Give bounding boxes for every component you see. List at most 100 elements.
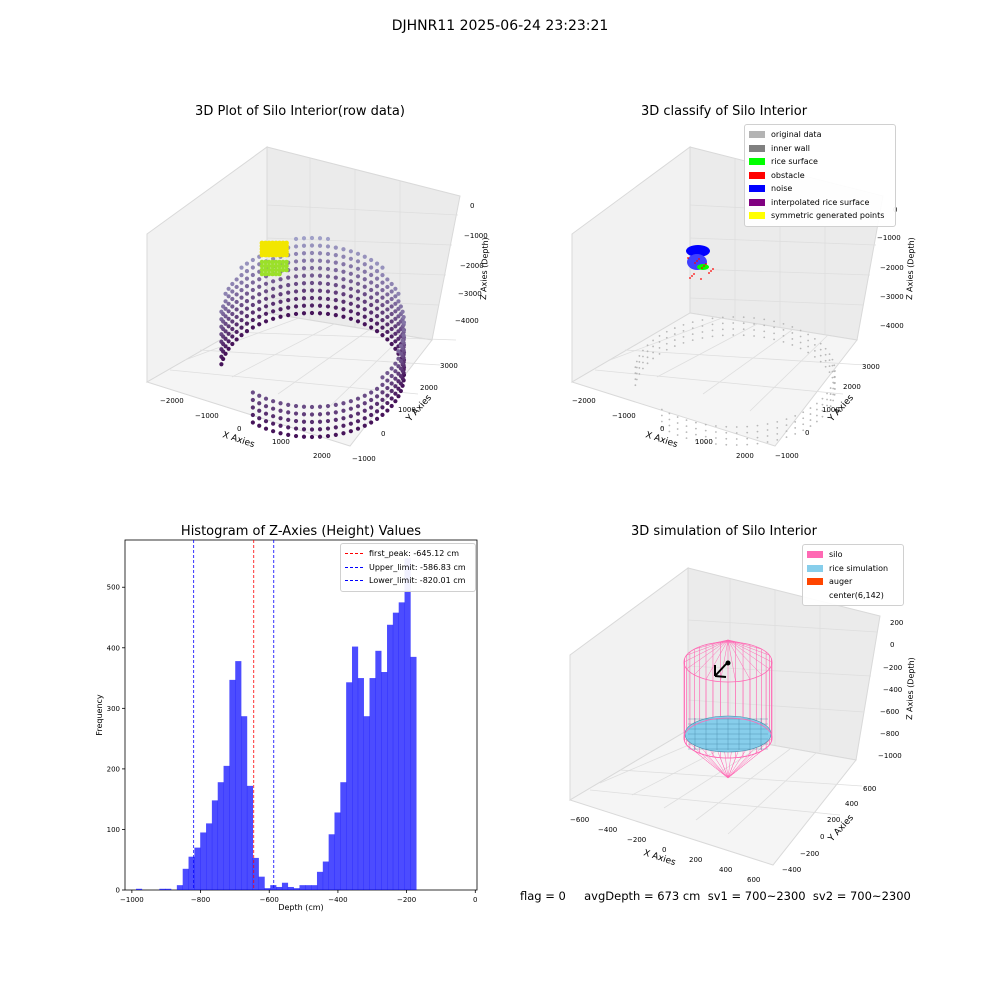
raw-point [400, 324, 405, 329]
raw-point [230, 281, 235, 287]
raw-point [401, 333, 406, 338]
raw-point [393, 376, 398, 381]
raw-point [385, 322, 390, 327]
original-point [824, 347, 827, 350]
raw-point [293, 304, 299, 309]
raw-point [223, 351, 228, 356]
p1-zlabel: Z Axies (Depth) [479, 237, 490, 300]
raw-point [271, 256, 276, 261]
p4-xtick: 200 [689, 856, 702, 864]
raw-point [355, 289, 361, 294]
histogram-ylabel: Frequency [95, 694, 104, 736]
raw-point [400, 347, 405, 352]
raw-point [250, 302, 255, 308]
raw-point [325, 274, 331, 279]
p4-ztick: −800 [880, 730, 899, 738]
raw-point [273, 259, 279, 265]
original-point [831, 376, 834, 379]
legend-line [345, 566, 363, 568]
raw-point [259, 240, 265, 246]
legend-item: noise [749, 182, 891, 196]
original-point [766, 435, 769, 437]
original-point [807, 345, 810, 348]
raw-point [385, 370, 390, 376]
original-point [833, 381, 836, 384]
original-point [634, 366, 637, 369]
histogram-bar [135, 888, 143, 890]
original-point [807, 333, 810, 336]
raw-point [369, 257, 374, 263]
p4-ztick: −600 [880, 708, 899, 716]
legend-swatch [807, 592, 823, 599]
raw-point [317, 303, 323, 308]
raw-point [278, 284, 283, 289]
histogram-bar [346, 682, 353, 890]
raw-point [317, 427, 323, 432]
raw-point [369, 420, 374, 425]
raw-point [301, 404, 307, 409]
silo-floor-wire [683, 737, 729, 779]
raw-point [250, 390, 255, 395]
raw-point [389, 403, 394, 409]
raw-point [389, 281, 394, 287]
raw-point [234, 314, 239, 320]
raw-point [278, 277, 283, 282]
raw-point [239, 303, 244, 308]
raw-point [325, 411, 331, 416]
original-point [763, 336, 766, 339]
raw-point [317, 311, 323, 316]
raw-point [333, 417, 338, 422]
original-point [753, 317, 755, 319]
raw-point [226, 346, 231, 351]
raw-point [355, 404, 361, 409]
silo-floor-wire [727, 720, 751, 779]
raw-point [374, 409, 380, 414]
legend-item: first_peak: -645.12 cm [345, 547, 471, 561]
raw-point [277, 243, 282, 249]
original-point [742, 334, 745, 337]
histogram-bar [165, 888, 172, 890]
raw-point [401, 370, 406, 376]
raw-point [309, 404, 315, 410]
histogram-title: Histogram of Z-Axies (Height) Values [180, 524, 422, 539]
raw-point [393, 316, 398, 321]
raw-point [244, 314, 250, 319]
raw-point [341, 247, 346, 252]
histogram-ytick-label: 500 [107, 584, 120, 592]
center-point [725, 660, 731, 666]
histogram-bar [287, 886, 294, 890]
histogram-bar [334, 812, 341, 890]
raw-point [221, 349, 226, 354]
p4-ztick: −400 [883, 686, 902, 694]
raw-point [278, 269, 283, 274]
raw-point [401, 314, 406, 320]
raw-point [355, 396, 361, 401]
raw-point [271, 414, 276, 419]
histogram-xticks: −1000 −800 −600 −400 −200 0 [120, 890, 478, 904]
raw-point [369, 295, 374, 300]
p4-ztick: 0 [890, 641, 894, 649]
raw-point [257, 262, 262, 267]
raw-point [369, 272, 374, 278]
raw-point [219, 332, 224, 337]
raw-point [293, 251, 299, 257]
raw-point [355, 319, 361, 324]
raw-point [374, 314, 380, 319]
p4-xtick: −600 [570, 816, 589, 824]
raw-point [396, 394, 401, 399]
raw-point [385, 307, 390, 312]
raw-point [362, 292, 367, 297]
raw-point [263, 311, 269, 316]
original-point [773, 320, 775, 323]
original-point [695, 433, 697, 436]
original-point [819, 354, 822, 357]
original-point [746, 431, 749, 434]
raw-point [369, 317, 374, 323]
raw-point [325, 426, 331, 431]
raw-point [234, 292, 239, 297]
original-point [807, 351, 810, 354]
original-point [635, 372, 638, 375]
raw-point [401, 329, 406, 335]
histogram-bar [293, 888, 300, 890]
raw-point [263, 246, 268, 252]
